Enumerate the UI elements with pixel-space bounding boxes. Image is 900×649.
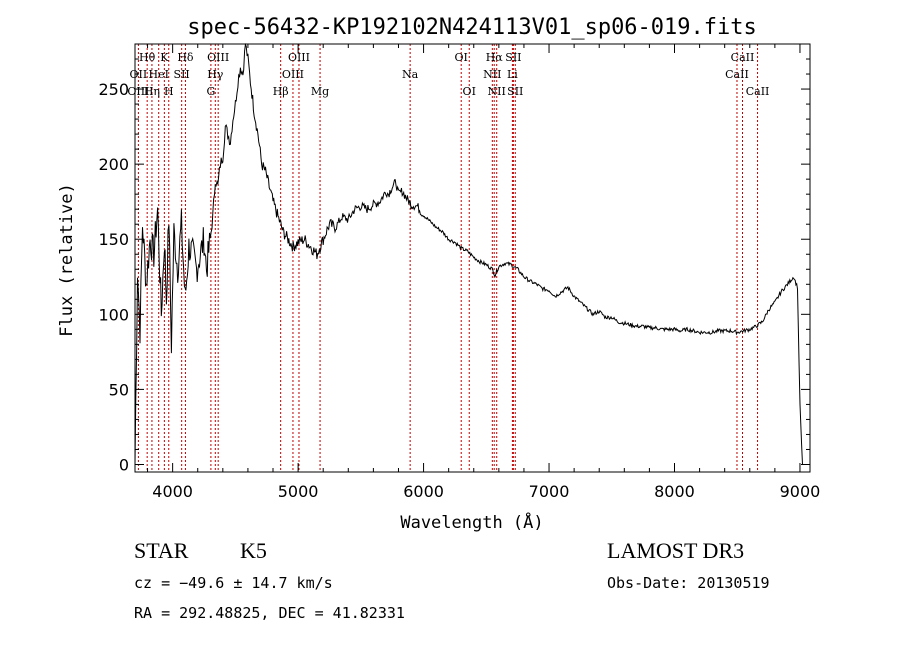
line-id-label: OI xyxy=(463,85,476,98)
x-tick-label: 7000 xyxy=(529,482,570,501)
line-id-label: CaII xyxy=(725,68,749,81)
line-id-label: Hα xyxy=(486,51,504,64)
spectral-subclass: K5 xyxy=(240,538,267,563)
line-id-label: SII xyxy=(507,85,523,98)
redshift-text: cz = −49.6 ± 14.7 km/s xyxy=(134,574,333,592)
line-id-label: Hθ xyxy=(139,51,156,64)
chart-title: spec-56432-KP192102N424113V01_sp06-019.f… xyxy=(187,15,757,40)
line-id-label: Hβ xyxy=(273,85,289,98)
x-tick-label: 9000 xyxy=(780,482,821,501)
line-id-label: NII xyxy=(483,68,501,81)
line-id-label: Mg xyxy=(311,85,329,98)
flux-series-line xyxy=(134,42,803,465)
x-axis-ticks: 4000 5000 6000 7000 8000 9000 xyxy=(147,44,821,501)
line-id-label: OIII xyxy=(127,85,149,98)
line-id-label: Na xyxy=(402,68,419,81)
y-tick-label: 150 xyxy=(98,230,129,249)
line-id-label: Hη xyxy=(144,85,160,98)
line-id-label: Hδ xyxy=(177,51,194,64)
line-id-label: CaII xyxy=(731,51,755,64)
y-axis-ticks: 0 50 100 150 200 250 xyxy=(98,58,810,474)
line-id-label: SII xyxy=(505,51,521,64)
y-axis-label: Flux (relative) xyxy=(57,183,77,337)
line-id-label: Hγ xyxy=(207,68,224,81)
y-tick-label: 50 xyxy=(109,380,129,399)
line-id-label: HeI xyxy=(148,68,168,81)
line-id-label: G xyxy=(207,85,216,98)
line-id-label: OIII xyxy=(288,51,310,64)
survey-label: LAMOST DR3 xyxy=(607,538,745,563)
y-tick-label: 100 xyxy=(98,305,129,324)
x-tick-label: 8000 xyxy=(654,482,695,501)
obs-date: Obs-Date: 20130519 xyxy=(607,574,770,592)
line-id-label: H xyxy=(164,85,174,98)
line-id-label: CaII xyxy=(746,85,770,98)
x-axis-label: Wavelength (Å) xyxy=(400,511,543,533)
object-class: STAR xyxy=(134,538,189,563)
coordinates: RA = 292.48825, DEC = 41.82331 xyxy=(134,604,405,622)
line-id-label: Li xyxy=(507,68,518,81)
line-id-label: SII xyxy=(174,68,190,81)
plot-frame xyxy=(134,43,811,473)
y-tick-label: 250 xyxy=(98,80,129,99)
x-tick-label: 5000 xyxy=(278,482,319,501)
line-id-label: OIII xyxy=(282,68,304,81)
line-id-markers xyxy=(137,44,759,472)
line-id-label: OIII xyxy=(207,51,229,64)
y-tick-label: 0 xyxy=(119,455,129,474)
x-tick-label: 6000 xyxy=(403,482,444,501)
line-id-label: K xyxy=(160,51,169,64)
y-tick-label: 200 xyxy=(98,155,129,174)
x-tick-label: 4000 xyxy=(152,482,193,501)
line-id-label: OI xyxy=(455,51,468,64)
line-id-label: NII xyxy=(488,85,506,98)
